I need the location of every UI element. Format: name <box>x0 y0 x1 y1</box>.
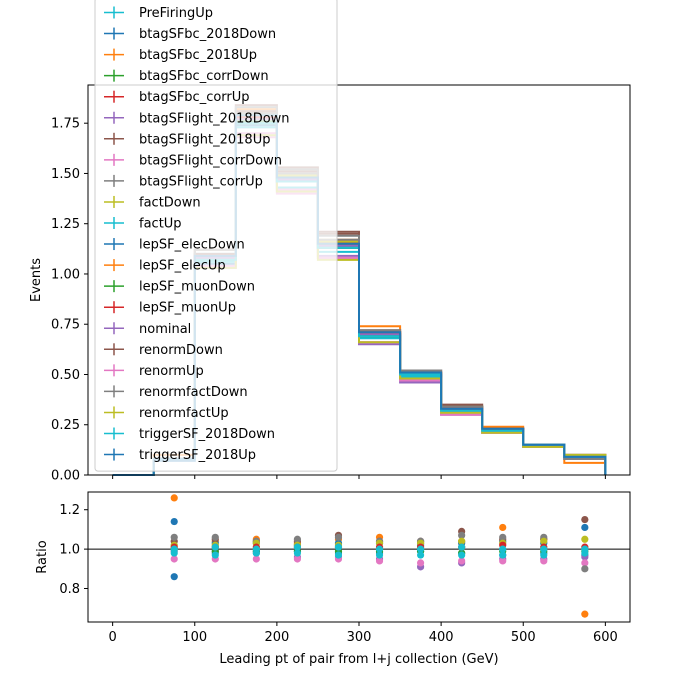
main-y-tick-label: 0.50 <box>51 368 80 383</box>
ratio-point <box>499 545 507 553</box>
legend-label: btagSFbc_2018Up <box>139 48 257 63</box>
ratio-point <box>416 559 425 567</box>
legend-label: btagSFbc_corrUp <box>139 90 250 105</box>
main-y-tick-label: 1.75 <box>51 117 80 132</box>
legend-label: btagSFlight_2018Up <box>139 132 270 147</box>
ratio-y-axis-label: Ratio <box>35 540 50 573</box>
ratio-point <box>170 517 178 526</box>
ratio-point <box>293 535 302 543</box>
ratio-point <box>499 533 507 541</box>
ratio-point <box>375 557 384 565</box>
ratio-point <box>581 610 589 618</box>
ratio-point <box>458 537 466 545</box>
ratio-point <box>211 551 219 559</box>
legend-label: nominal <box>139 322 191 337</box>
ratio-point <box>334 551 343 559</box>
legend: PreFiringUp btagSFbc_2018Down btagSFbc_201… <box>94 0 338 472</box>
ratio-point <box>499 551 507 559</box>
ratio-point <box>581 515 589 524</box>
ratio-x-tick-label: 100 <box>182 630 207 645</box>
main-y-tick-label: 1.25 <box>51 217 80 232</box>
ratio-point <box>334 543 343 551</box>
main-y-tick-label: 0.75 <box>51 318 80 333</box>
ratio-point <box>458 531 466 539</box>
ratio-x-tick-label: 200 <box>264 630 289 645</box>
ratio-point <box>170 533 178 541</box>
legend-box <box>94 0 338 472</box>
ratio-point <box>170 555 178 563</box>
ratio-x-tick-label: 500 <box>511 630 536 645</box>
ratio-point <box>458 543 466 551</box>
ratio-point <box>211 533 219 541</box>
ratio-point <box>416 545 425 553</box>
main-y-axis-label: Events <box>29 258 44 302</box>
ratio-x-tick-label: 300 <box>347 630 372 645</box>
legend-label: lepSF_muonDown <box>139 280 255 295</box>
main-y-tick-label: 1.00 <box>51 267 80 282</box>
legend-label: btagSFlight_2018Down <box>139 111 290 126</box>
ratio-point <box>170 494 178 502</box>
legend-label: factDown <box>139 195 201 210</box>
ratio-x-tick-label: 600 <box>593 630 618 645</box>
ratio-point <box>499 557 507 565</box>
main-y-tick-label: 1.50 <box>51 167 80 182</box>
ratio-point <box>458 557 466 565</box>
ratio-y-tick-label: 0.8 <box>59 582 80 597</box>
legend-label: btagSFlight_corrDown <box>139 153 282 168</box>
ratio-x-tick-label: 0 <box>108 630 116 645</box>
legend-label: lepSF_elecUp <box>139 259 226 274</box>
ratio-point <box>211 543 219 551</box>
legend-label: btagSFlight_corrUp <box>139 174 263 189</box>
legend-label: triggerSF_2018Up <box>139 448 256 463</box>
legend-label: renormUp <box>139 364 204 379</box>
ratio-point <box>293 555 302 563</box>
ratio-point <box>581 523 589 532</box>
ratio-point <box>581 565 589 573</box>
ratio-point <box>170 573 178 581</box>
legend-label: renormfactDown <box>139 385 248 400</box>
ratio-y-tick-label: 1.0 <box>59 543 80 558</box>
ratio-point <box>170 545 178 553</box>
ratio-point <box>540 545 548 553</box>
ratio-point <box>581 545 589 553</box>
legend-label: btagSFbc_2018Down <box>139 27 276 42</box>
legend-label: renormDown <box>139 343 223 358</box>
ratio-point <box>334 533 343 541</box>
legend-label: lepSF_muonUp <box>139 301 236 316</box>
ratio-point <box>293 549 302 557</box>
ratio-point <box>499 523 507 532</box>
legend-label: factUp <box>139 217 182 232</box>
ratio-point <box>416 551 425 559</box>
ratio-point <box>540 557 548 565</box>
legend-label: renormfactUp <box>139 406 229 421</box>
legend-label: PreFiringUp <box>139 6 213 21</box>
ratio-point <box>375 545 384 553</box>
ratio-point <box>252 545 260 553</box>
ratio-point <box>540 537 548 545</box>
ratio-point <box>293 543 302 551</box>
ratio-plot: 0 100 200 300 400 500 600 0.8 1.0 1.2 Leading pt o… <box>35 491 631 667</box>
main-y-tick-label: 0.00 <box>51 469 80 484</box>
legend-label: lepSF_elecDown <box>139 238 245 253</box>
ratio-point <box>581 559 589 567</box>
main-y-tick-label: 0.25 <box>51 418 80 433</box>
ratio-point <box>375 551 384 559</box>
ratio-point <box>540 551 548 559</box>
ratio-point <box>252 555 260 563</box>
ratio-x-axis-label: Leading pt of pair from l+j collection (… <box>219 652 498 667</box>
ratio-point <box>581 535 589 543</box>
ratio-x-tick-label: 400 <box>429 630 454 645</box>
ratio-axes-frame <box>87 491 631 623</box>
ratio-point <box>458 551 466 559</box>
ratio-y-tick-label: 1.2 <box>59 503 80 518</box>
legend-label: triggerSF_2018Down <box>139 427 275 442</box>
legend-label: btagSFbc_corrDown <box>139 69 269 84</box>
